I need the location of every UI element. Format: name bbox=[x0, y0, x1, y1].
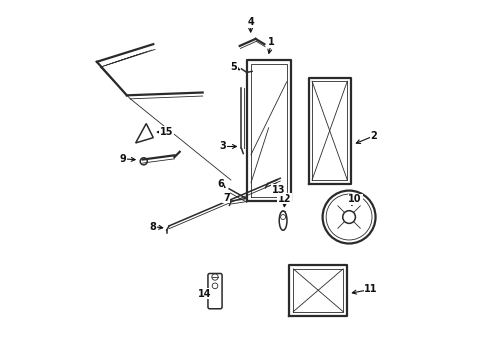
Text: 5: 5 bbox=[230, 62, 237, 72]
Text: 4: 4 bbox=[247, 17, 254, 27]
Text: 13: 13 bbox=[272, 185, 285, 195]
Text: 11: 11 bbox=[364, 284, 378, 294]
Text: 6: 6 bbox=[217, 179, 223, 189]
Text: 1: 1 bbox=[268, 37, 275, 48]
Text: 15: 15 bbox=[160, 127, 173, 137]
Text: 8: 8 bbox=[150, 221, 157, 231]
Text: 9: 9 bbox=[119, 154, 126, 164]
Text: 10: 10 bbox=[348, 194, 362, 204]
Text: 7: 7 bbox=[223, 193, 230, 203]
Text: 14: 14 bbox=[198, 289, 212, 298]
Text: 12: 12 bbox=[278, 194, 292, 204]
Text: 2: 2 bbox=[370, 131, 377, 141]
Text: 3: 3 bbox=[220, 141, 226, 152]
